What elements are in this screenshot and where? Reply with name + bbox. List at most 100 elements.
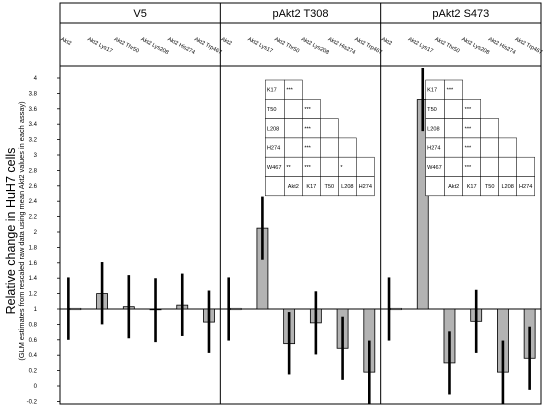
significance-value: *** xyxy=(286,88,293,94)
y-tick-label: 2 xyxy=(34,230,38,236)
panel-title: pAkt2 S473 xyxy=(432,8,489,20)
significance-corner-cell xyxy=(265,176,285,197)
category-label: Akt2 Trp467 xyxy=(514,36,543,55)
significance-col-label: L208 xyxy=(341,184,353,190)
significance-col-header-cell xyxy=(356,176,375,197)
category-label: Akt2 His274 xyxy=(487,36,516,55)
y-tick-label: 0.8 xyxy=(29,322,38,328)
category-label: Akt2 Lys17 xyxy=(86,36,113,54)
y-tick-label: 1.2 xyxy=(29,292,38,298)
y-tick-label: 1.6 xyxy=(29,261,38,267)
significance-cell xyxy=(356,156,375,177)
significance-row-label: W467 xyxy=(267,165,282,171)
category-label: Akt2 Lys208 xyxy=(300,36,330,56)
y-tick-label: 1.8 xyxy=(29,245,38,251)
significance-row-label: K17 xyxy=(427,88,437,94)
y-tick-label: 0 xyxy=(34,384,38,390)
significance-value: *** xyxy=(304,126,311,132)
significance-cell xyxy=(284,137,303,158)
significance-cell xyxy=(444,156,463,177)
significance-col-label: T50 xyxy=(485,184,495,190)
y-tick-label: 2.6 xyxy=(29,184,38,190)
significance-col-label: Akt2 xyxy=(448,184,459,190)
significance-cell xyxy=(444,137,463,158)
significance-row-label: L208 xyxy=(267,126,279,132)
category-label: Akt2 xyxy=(59,36,72,47)
significance-row-label: H274 xyxy=(427,146,440,152)
category-label: Akt2 Thr50 xyxy=(113,36,140,54)
significance-row-label: W467 xyxy=(427,165,442,171)
y-tick-label: 1.4 xyxy=(29,276,38,282)
y-tick-label: -0.2 xyxy=(27,399,38,405)
category-label: Akt2 Thr50 xyxy=(273,36,300,54)
significance-value: *** xyxy=(304,107,311,113)
y-tick-label: 1 xyxy=(34,307,38,313)
significance-value: *** xyxy=(465,107,472,113)
bar xyxy=(69,307,82,311)
panel-title: V5 xyxy=(133,8,146,20)
significance-col-label: K17 xyxy=(467,184,477,190)
significance-value: * xyxy=(340,165,343,171)
y-tick-label: 0.2 xyxy=(29,369,38,375)
significance-col-label: Akt2 xyxy=(288,184,299,190)
significance-cell xyxy=(516,156,535,177)
y-tick-label: 3.8 xyxy=(29,91,38,97)
significance-table: K17 *** T50 *** L208 *** H274 *** W467 *** Akt2 K17… xyxy=(425,79,535,197)
significance-cell xyxy=(320,156,339,177)
significance-value: *** xyxy=(304,146,311,152)
y-axis-label: Relative change in HuH7 cells xyxy=(4,148,18,315)
category-label: Akt2 Trp467 xyxy=(193,36,222,55)
significance-cell xyxy=(284,118,303,139)
chart-frame xyxy=(59,2,542,405)
significance-cell xyxy=(498,156,517,177)
y-axis-label-group: Relative change in HuH7 cells (GLM estim… xyxy=(4,101,26,360)
bar xyxy=(229,307,242,311)
y-tick-label: 0.6 xyxy=(29,338,38,344)
y-tick-label: 0.4 xyxy=(29,353,38,359)
y-tick-label: 2.8 xyxy=(29,168,38,174)
significance-cell xyxy=(338,137,357,158)
significance-corner-cell xyxy=(425,176,445,197)
category-label: Akt2 Thr50 xyxy=(434,36,461,54)
y-tick-label: 3 xyxy=(34,153,38,159)
significance-value: *** xyxy=(465,126,472,132)
significance-table: K17 ***T50 ***L208 ***H274 ***W467 ** *** *Akt2… xyxy=(265,79,375,197)
category-label: Akt2 Lys17 xyxy=(246,36,273,54)
significance-col-label: L208 xyxy=(501,184,513,190)
significance-cell xyxy=(284,99,303,119)
significance-col-header-cell xyxy=(516,176,535,197)
significance-col-label: T50 xyxy=(325,184,335,190)
category-label: Akt2 xyxy=(220,36,233,47)
category-label: Akt2 Lys208 xyxy=(140,36,170,56)
y-axis: -0.2 0 0.2 0.4 0.6 0.8 1 1.2 1.4 1.6 1.8 2 2.2 2.4 2.6… xyxy=(27,76,60,405)
significance-value: *** xyxy=(447,88,454,94)
significance-col-label: H274 xyxy=(359,184,372,190)
y-tick-label: 4 xyxy=(34,76,38,82)
significance-cell xyxy=(444,99,463,119)
significance-row-label: T50 xyxy=(427,107,437,113)
significance-value: *** xyxy=(465,165,472,171)
y-tick-label: 3.4 xyxy=(29,122,38,128)
y-axis-sublabel: (GLM estimates from rescaled raw data us… xyxy=(17,101,26,360)
significance-value: *** xyxy=(304,165,311,171)
category-label: Akt2 Trp467 xyxy=(353,36,382,55)
significance-col-label: H274 xyxy=(519,184,532,190)
significance-row-label: H274 xyxy=(267,146,280,152)
significance-value: ** xyxy=(286,165,291,171)
y-tick-label: 3.6 xyxy=(29,107,38,113)
significance-cell xyxy=(480,137,499,158)
significance-row-label: L208 xyxy=(427,126,439,132)
significance-cell xyxy=(480,156,499,177)
significance-value: *** xyxy=(465,146,472,152)
panel-title: pAkt2 T308 xyxy=(272,8,328,20)
y-tick-label: 2.2 xyxy=(29,215,38,221)
plot-frame xyxy=(59,2,542,405)
significance-cell xyxy=(320,137,339,158)
panel: V5 Akt2 Akt2 Lys17 Akt2 Thr50 Akt2 Lys208 Akt… xyxy=(59,8,222,353)
y-tick-label: 3.2 xyxy=(29,138,38,144)
significance-cell xyxy=(480,118,499,139)
